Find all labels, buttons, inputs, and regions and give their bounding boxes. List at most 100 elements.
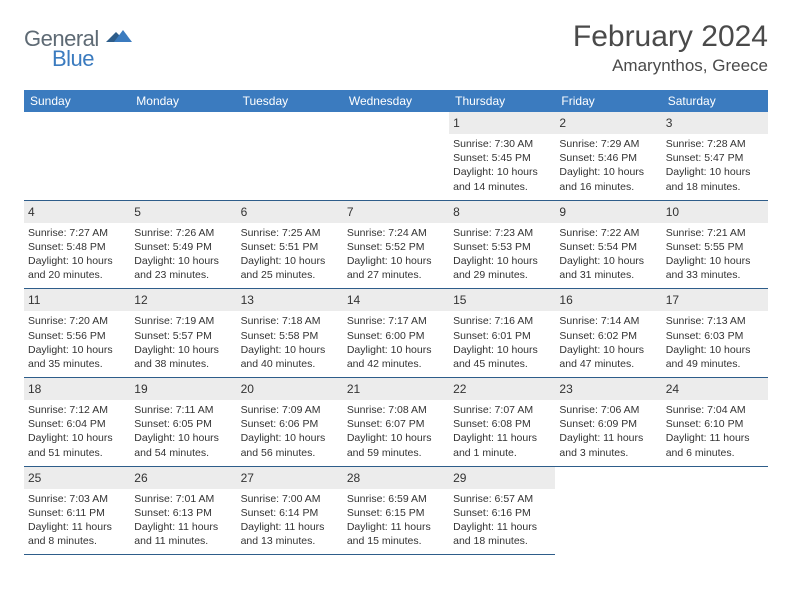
day-detail: Sunrise: 7:09 AMSunset: 6:06 PMDaylight:…: [241, 403, 339, 460]
sunset-text: Sunset: 6:01 PM: [453, 329, 551, 343]
day-number: 7: [347, 205, 354, 219]
calendar-cell: 17Sunrise: 7:13 AMSunset: 6:03 PMDayligh…: [662, 289, 768, 378]
weekday-header: Thursday: [449, 90, 555, 112]
calendar-cell: 2Sunrise: 7:29 AMSunset: 5:46 PMDaylight…: [555, 112, 661, 200]
weekday-header: Wednesday: [343, 90, 449, 112]
day-number: 10: [666, 205, 679, 219]
sunrise-text: Sunrise: 6:59 AM: [347, 492, 445, 506]
day-number-row: 26: [130, 467, 236, 489]
sunrise-text: Sunrise: 7:25 AM: [241, 226, 339, 240]
day-detail: Sunrise: 7:28 AMSunset: 5:47 PMDaylight:…: [666, 137, 764, 194]
calendar-cell: 9Sunrise: 7:22 AMSunset: 5:54 PMDaylight…: [555, 200, 661, 289]
daylight-text: Daylight: 11 hours and 18 minutes.: [453, 520, 551, 548]
daylight-text: Daylight: 10 hours and 59 minutes.: [347, 431, 445, 459]
day-number: 8: [453, 205, 460, 219]
sunset-text: Sunset: 6:05 PM: [134, 417, 232, 431]
day-detail: Sunrise: 7:29 AMSunset: 5:46 PMDaylight:…: [559, 137, 657, 194]
sunrise-text: Sunrise: 7:11 AM: [134, 403, 232, 417]
month-title: February 2024: [573, 20, 768, 54]
sunset-text: Sunset: 5:58 PM: [241, 329, 339, 343]
day-detail: Sunrise: 7:08 AMSunset: 6:07 PMDaylight:…: [347, 403, 445, 460]
day-number-row: 8: [449, 201, 555, 223]
daylight-text: Daylight: 11 hours and 3 minutes.: [559, 431, 657, 459]
day-number-row: 11: [24, 289, 130, 311]
calendar-cell: 23Sunrise: 7:06 AMSunset: 6:09 PMDayligh…: [555, 378, 661, 467]
daylight-text: Daylight: 10 hours and 47 minutes.: [559, 343, 657, 371]
calendar-cell: 13Sunrise: 7:18 AMSunset: 5:58 PMDayligh…: [237, 289, 343, 378]
day-number-row: 7: [343, 201, 449, 223]
day-detail: Sunrise: 7:00 AMSunset: 6:14 PMDaylight:…: [241, 492, 339, 549]
calendar-row: 25Sunrise: 7:03 AMSunset: 6:11 PMDayligh…: [24, 466, 768, 555]
day-number: 15: [453, 293, 466, 307]
sunset-text: Sunset: 5:52 PM: [347, 240, 445, 254]
day-number: 4: [28, 205, 35, 219]
day-detail: Sunrise: 7:26 AMSunset: 5:49 PMDaylight:…: [134, 226, 232, 283]
calendar-row: 18Sunrise: 7:12 AMSunset: 6:04 PMDayligh…: [24, 378, 768, 467]
sunrise-text: Sunrise: 7:01 AM: [134, 492, 232, 506]
day-number-row: 9: [555, 201, 661, 223]
day-detail: Sunrise: 6:57 AMSunset: 6:16 PMDaylight:…: [453, 492, 551, 549]
calendar-cell: 28Sunrise: 6:59 AMSunset: 6:15 PMDayligh…: [343, 466, 449, 555]
day-number-row: 6: [237, 201, 343, 223]
location: Amarynthos, Greece: [573, 56, 768, 76]
day-detail: Sunrise: 7:20 AMSunset: 5:56 PMDaylight:…: [28, 314, 126, 371]
daylight-text: Daylight: 10 hours and 18 minutes.: [666, 165, 764, 193]
calendar-cell: 8Sunrise: 7:23 AMSunset: 5:53 PMDaylight…: [449, 200, 555, 289]
daylight-text: Daylight: 10 hours and 35 minutes.: [28, 343, 126, 371]
calendar-page: General Blue February 2024 Amarynthos, G…: [0, 0, 792, 575]
sunrise-text: Sunrise: 7:27 AM: [28, 226, 126, 240]
day-number: 11: [28, 293, 40, 307]
calendar-cell: 26Sunrise: 7:01 AMSunset: 6:13 PMDayligh…: [130, 466, 236, 555]
calendar-cell: 24Sunrise: 7:04 AMSunset: 6:10 PMDayligh…: [662, 378, 768, 467]
brand-text: General Blue: [24, 26, 132, 72]
calendar-cell: 11 Sunrise: 7:20 AMSunset: 5:56 PMDayligh…: [24, 289, 130, 378]
daylight-text: Daylight: 10 hours and 16 minutes.: [559, 165, 657, 193]
calendar-cell: 3Sunrise: 7:28 AMSunset: 5:47 PMDaylight…: [662, 112, 768, 200]
day-number: 24: [666, 382, 679, 396]
daylight-text: Daylight: 10 hours and 14 minutes.: [453, 165, 551, 193]
day-detail: Sunrise: 7:17 AMSunset: 6:00 PMDaylight:…: [347, 314, 445, 371]
daylight-text: Daylight: 11 hours and 1 minute.: [453, 431, 551, 459]
day-number: 27: [241, 471, 254, 485]
sunrise-text: Sunrise: 7:28 AM: [666, 137, 764, 151]
day-number-row: 22: [449, 378, 555, 400]
sunrise-text: Sunrise: 7:13 AM: [666, 314, 764, 328]
day-number-row: 19: [130, 378, 236, 400]
sunrise-text: Sunrise: 7:17 AM: [347, 314, 445, 328]
sunrise-text: Sunrise: 7:30 AM: [453, 137, 551, 151]
sunset-text: Sunset: 6:04 PM: [28, 417, 126, 431]
sunset-text: Sunset: 6:02 PM: [559, 329, 657, 343]
day-number-row: 4: [24, 201, 130, 223]
flag-icon: [106, 26, 132, 51]
sunrise-text: Sunrise: 7:06 AM: [559, 403, 657, 417]
day-detail: Sunrise: 7:24 AMSunset: 5:52 PMDaylight:…: [347, 226, 445, 283]
sunset-text: Sunset: 5:53 PM: [453, 240, 551, 254]
day-number: 14: [347, 293, 360, 307]
sunrise-text: Sunrise: 7:09 AM: [241, 403, 339, 417]
daylight-text: Daylight: 10 hours and 27 minutes.: [347, 254, 445, 282]
day-number: 29: [453, 471, 466, 485]
calendar-cell: 29 Sunrise: 6:57 AMSunset: 6:16 PMDayligh…: [449, 466, 555, 555]
daylight-text: Daylight: 10 hours and 33 minutes.: [666, 254, 764, 282]
calendar-row: 4 Sunrise: 7:27 AMSunset: 5:48 PM Daylight…: [24, 200, 768, 289]
sunset-text: Sunset: 5:56 PM: [28, 329, 126, 343]
day-number: 21: [347, 382, 360, 396]
day-number-row: 28: [343, 467, 449, 489]
sunset-text: Sunset: 5:48 PM: [28, 240, 126, 254]
day-detail: Sunrise: 7:19 AMSunset: 5:57 PMDaylight:…: [134, 314, 232, 371]
daylight-text: Daylight: 11 hours and 15 minutes.: [347, 520, 445, 548]
calendar-body: 1Sunrise: 7:30 AMSunset: 5:45 PMDaylight…: [24, 112, 768, 555]
sunrise-text: Sunrise: 7:16 AM: [453, 314, 551, 328]
sunset-text: Sunset: 5:51 PM: [241, 240, 339, 254]
calendar-cell: 4Sunrise: 7:27 AMSunset: 5:48 PMDaylight…: [24, 200, 130, 289]
day-number-row: 12: [130, 289, 236, 311]
calendar-cell: 6Sunrise: 7:25 AMSunset: 5:51 PMDaylight…: [237, 200, 343, 289]
calendar-cell-empty: [130, 112, 236, 200]
sunrise-text: Sunrise: 7:22 AM: [559, 226, 657, 240]
daylight-text: Daylight: 10 hours and 56 minutes.: [241, 431, 339, 459]
daylight-text: Daylight: 10 hours and 45 minutes.: [453, 343, 551, 371]
day-number-row: 23: [555, 378, 661, 400]
day-detail: Sunrise: 7:03 AMSunset: 6:11 PMDaylight:…: [28, 492, 126, 549]
day-number: 16: [559, 293, 572, 307]
daylight-text: Daylight: 10 hours and 40 minutes.: [241, 343, 339, 371]
